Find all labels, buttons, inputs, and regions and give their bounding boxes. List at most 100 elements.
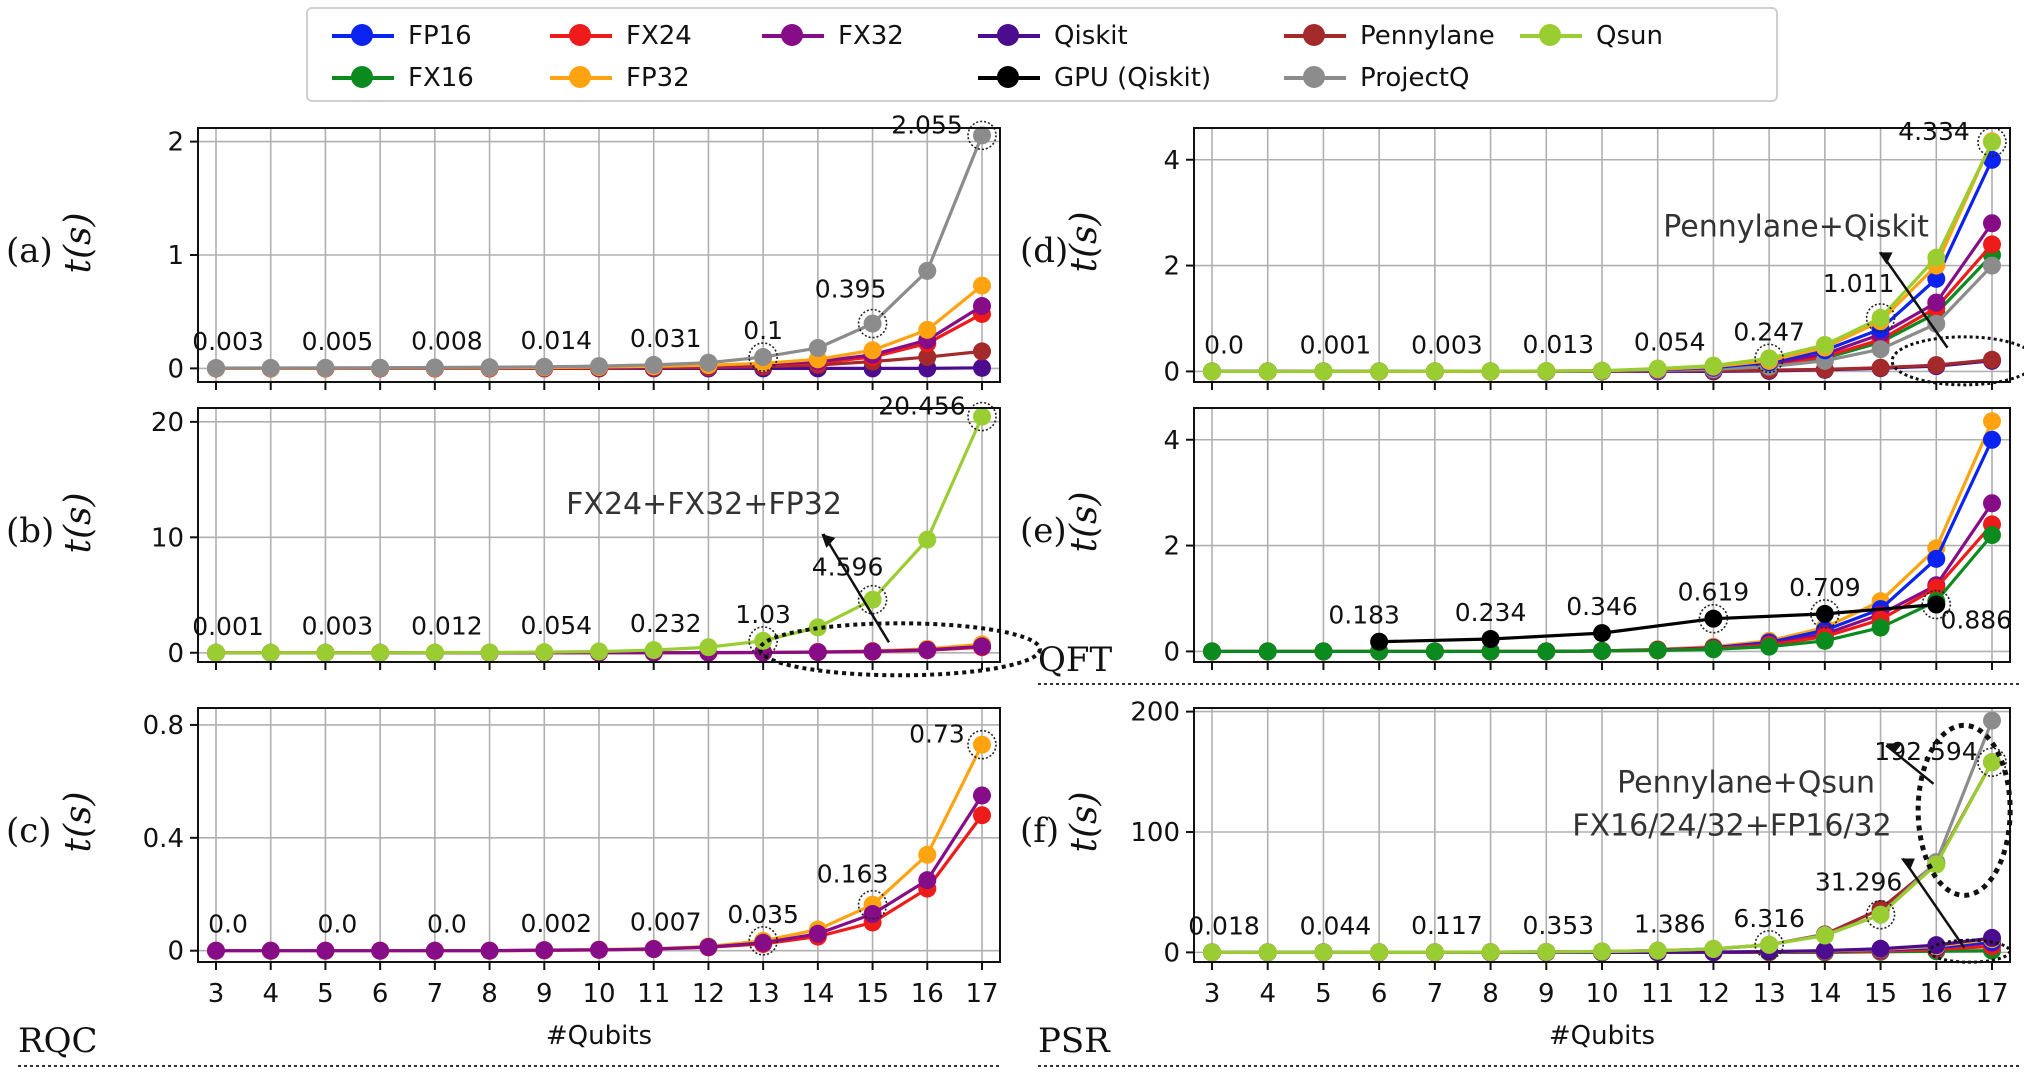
data-label: 0.395: [815, 275, 887, 304]
x-tick-label: 8: [481, 979, 498, 1009]
x-tick-label: 4: [1259, 979, 1276, 1009]
data-point-qsun: [1815, 926, 1834, 945]
data-point-fx32: [808, 924, 827, 943]
legend-swatch: [1284, 66, 1346, 88]
legend-label: Qsun: [1596, 21, 1663, 51]
y-axis-label: t(s): [1064, 491, 1105, 552]
x-tick-label: 6: [372, 979, 389, 1009]
legend-item-qsun: Qsun: [1520, 19, 1663, 53]
data-point-projectq: [371, 358, 390, 377]
data-label: 0.001: [192, 612, 264, 641]
x-tick-label: 12: [1697, 979, 1730, 1009]
panel-label: (a): [6, 231, 53, 271]
data-point-qsun: [261, 643, 280, 662]
data-point-projectq: [535, 357, 554, 376]
callout-ellipse: [1928, 938, 2012, 964]
data-label: 0.183: [1328, 601, 1400, 630]
data-point-fx32: [1983, 494, 2001, 513]
legend-item-fx32: FX32: [762, 19, 904, 53]
data-label: 0.0: [208, 910, 248, 939]
data-label: 0.1: [743, 316, 783, 345]
data-point-fx16: [1425, 642, 1444, 661]
data-point-fx24: [1927, 578, 1946, 597]
data-point-fx32: [863, 642, 882, 661]
legend-item-fx16: FX16: [332, 61, 474, 95]
data-point-qsun: [754, 631, 773, 650]
data-point-gpu-qiskit-: [1704, 609, 1723, 628]
y-tick-label: 100: [1130, 818, 1180, 848]
x-tick-label: 14: [801, 979, 834, 1009]
data-point-projectq: [863, 314, 882, 333]
y-tick-label: 0: [167, 354, 184, 384]
data-point-projectq: [207, 359, 225, 378]
y-tick-label: 20: [151, 408, 184, 438]
data-point-qsun: [1648, 941, 1667, 960]
data-point-gpu-qiskit-: [1481, 630, 1500, 649]
data-point-projectq: [973, 126, 991, 145]
data-point-fp32: [918, 320, 937, 339]
data-label: 4.596: [812, 553, 884, 582]
x-tick-label: 7: [427, 979, 444, 1009]
data-point-fp32: [863, 341, 882, 360]
data-label: 0.0: [427, 910, 467, 939]
data-point-fx32: [973, 637, 991, 656]
y-tick-label: 0.8: [143, 711, 184, 741]
data-point-qsun: [644, 641, 663, 660]
callout-ellipse: [1890, 335, 2024, 387]
y-tick-label: 0: [167, 639, 184, 669]
legend-swatch: [550, 24, 612, 46]
data-point-qsun: [1425, 362, 1444, 381]
legend-item-fx24: FX24: [550, 19, 692, 53]
data-label: 1.386: [1634, 910, 1706, 939]
data-point-qsun: [1704, 939, 1723, 958]
y-tick-label: 200: [1130, 698, 1180, 728]
y-tick-label: 4: [1163, 426, 1180, 456]
legend-item-projectq: ProjectQ: [1284, 61, 1469, 95]
data-label: 0.234: [1455, 598, 1527, 627]
highlight-ring: [967, 401, 997, 432]
panel-e: 0.183 0.234 0.346 0.619 0.709 0.886 0 2 4 (e)t(s): [1020, 407, 2012, 670]
y-axis-label: t(s): [1064, 791, 1105, 852]
data-point-fx16: [1258, 642, 1277, 661]
panel-a: 0.003 0.005 0.008 0.014 0.031 0.1 0.395 2.055 0 1…: [6, 110, 1001, 390]
data-point-projectq: [261, 358, 280, 377]
data-point-qsun: [1203, 362, 1221, 381]
y-tick-label: 0: [1163, 938, 1180, 968]
legend-item-fp16: FP16: [332, 19, 472, 53]
y-tick-label: 2: [167, 128, 184, 158]
data-point-qsun: [1815, 335, 1834, 354]
legend-swatch: [550, 66, 612, 88]
highlight-ring: [748, 626, 778, 656]
legend: FP16 FX16 FX24 FP32 FX32 Qiskit GPU (Qis…: [306, 7, 1778, 102]
legend-label: ProjectQ: [1360, 63, 1470, 93]
data-label: 0.346: [1566, 592, 1638, 621]
data-point-fx24: [973, 806, 991, 825]
data-point-qsun: [1927, 855, 1946, 874]
legend-item-gpu-qiskit: GPU (Qiskit): [978, 61, 1211, 95]
data-point-projectq: [425, 358, 444, 377]
data-point-qiskit: [1815, 941, 1834, 960]
data-point-fp32: [973, 735, 991, 754]
x-tick-label: 6: [1371, 979, 1388, 1009]
data-label: 0.002: [520, 909, 592, 938]
data-point-projectq: [590, 357, 608, 376]
data-point-gpu-qiskit-: [1593, 624, 1611, 643]
y-tick-label: 10: [151, 523, 184, 553]
y-tick-label: 0: [167, 937, 184, 967]
x-tick-label: 13: [747, 979, 780, 1009]
panel-f: 0.018 0.044 0.117 0.353 1.386 6.316 31.296 192.…: [1020, 698, 2013, 1051]
data-point-fx16: [1593, 641, 1611, 660]
legend-swatch: [978, 66, 1040, 88]
data-point-qsun: [1871, 905, 1890, 924]
data-point-qsun: [1704, 356, 1723, 375]
data-point-qsun: [1481, 943, 1500, 962]
data-point-qiskit: [1927, 936, 1946, 955]
data-point-fx32: [808, 643, 827, 662]
data-label: 0.163: [817, 860, 889, 889]
data-point-fx32: [973, 297, 991, 316]
data-label: 4.334: [1898, 117, 1970, 146]
data-point-fx16: [1314, 642, 1333, 661]
data-point-fx32: [480, 941, 499, 960]
data-label: 192.594: [1874, 737, 1977, 766]
data-point-projectq: [1983, 256, 2001, 275]
